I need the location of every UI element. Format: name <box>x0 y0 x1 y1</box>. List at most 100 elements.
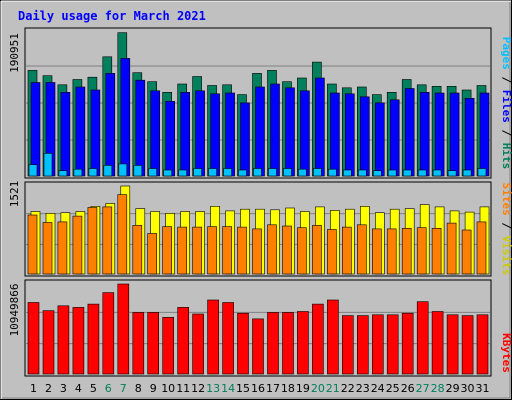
x-label-day-2: 2 <box>45 382 52 395</box>
x-label-day-25: 25 <box>386 382 400 395</box>
x-label-day-9: 9 <box>150 382 157 395</box>
bar-sites-day-11 <box>177 226 187 275</box>
bar-kbytes-day-3 <box>57 305 70 375</box>
bar-kbytes-day-6 <box>102 292 115 375</box>
bar-pages-day-12 <box>193 168 202 177</box>
bar-kbytes-day-19 <box>297 311 309 375</box>
bar-kbytes-day-18 <box>282 312 294 375</box>
bar-sites-day-3 <box>57 221 68 275</box>
x-label-day-7: 7 <box>120 382 127 395</box>
bar-pages-day-11 <box>178 169 187 177</box>
bar-files-day-18 <box>285 87 295 177</box>
bar-kbytes-day-10 <box>162 316 174 375</box>
bar-files-day-1 <box>30 82 41 177</box>
x-label-day-28: 28 <box>431 382 445 395</box>
bar-files-day-19 <box>300 90 310 177</box>
bar-kbytes-day-16 <box>252 318 264 375</box>
bar-kbytes-day-5 <box>87 303 100 375</box>
bar-kbytes-day-31 <box>476 314 489 375</box>
legend-kbytes: KBytes <box>500 333 512 373</box>
bar-pages-day-2 <box>43 153 53 177</box>
bar-sites-day-22 <box>341 226 352 275</box>
x-label-day-15: 15 <box>236 382 250 395</box>
bar-files-day-27 <box>419 92 430 177</box>
x-label-day-8: 8 <box>135 382 142 395</box>
x-label-day-5: 5 <box>90 382 97 395</box>
bar-kbytes-day-1 <box>27 302 40 375</box>
legend-pages: Pages <box>500 37 512 70</box>
bar-sites-day-28 <box>431 228 442 275</box>
bar-kbytes-day-2 <box>42 310 55 375</box>
ymax-label-hits: 190951 <box>8 33 21 73</box>
bar-sites-day-4 <box>72 215 83 275</box>
x-label-day-22: 22 <box>341 382 355 395</box>
bar-sites-day-16 <box>252 228 262 275</box>
bar-pages-day-1 <box>28 164 38 177</box>
bar-sites-day-27 <box>416 227 427 275</box>
x-label-day-31: 31 <box>476 382 490 395</box>
bar-pages-day-18 <box>283 168 292 177</box>
bar-files-day-8 <box>135 79 146 177</box>
bar-kbytes-day-15 <box>237 312 249 375</box>
bar-kbytes-day-23 <box>356 315 369 375</box>
bar-pages-day-8 <box>133 165 143 177</box>
bar-kbytes-day-22 <box>341 315 354 375</box>
x-label-day-21: 21 <box>326 382 340 395</box>
bar-pages-day-19 <box>298 168 307 177</box>
x-label-day-11: 11 <box>176 382 190 395</box>
bar-files-day-10 <box>165 101 175 177</box>
bar-files-day-30 <box>464 98 475 177</box>
bar-sites-day-7 <box>117 194 128 275</box>
ymax-label-visits: 1521 <box>8 181 21 208</box>
bar-pages-day-15 <box>238 169 247 177</box>
x-label-day-4: 4 <box>75 382 82 395</box>
bar-kbytes-day-11 <box>177 307 189 375</box>
bar-sites-day-5 <box>87 207 98 275</box>
bar-pages-day-3 <box>58 170 68 177</box>
bar-files-day-26 <box>404 88 415 177</box>
bar-files-day-20 <box>315 77 325 177</box>
svg-text:Pages / Files / Hits: Pages / Files / Hits <box>500 37 512 170</box>
bar-sites-day-15 <box>237 226 247 275</box>
x-label-day-24: 24 <box>371 382 385 395</box>
bar-kbytes-day-12 <box>192 313 204 375</box>
bar-kbytes-day-28 <box>431 311 444 375</box>
bar-files-day-3 <box>60 92 71 177</box>
bar-files-day-29 <box>449 92 460 177</box>
x-label-day-6: 6 <box>105 382 112 395</box>
bar-pages-day-6 <box>103 165 113 177</box>
bar-sites-day-18 <box>282 225 292 275</box>
bar-pages-day-23 <box>357 169 367 177</box>
bar-kbytes-day-21 <box>327 299 339 375</box>
bar-files-day-9 <box>150 90 160 177</box>
x-label-day-14: 14 <box>221 382 235 395</box>
bar-sites-day-10 <box>162 226 172 275</box>
bar-files-day-17 <box>270 83 280 177</box>
legend-visits: Visits <box>500 236 512 276</box>
bar-kbytes-day-13 <box>207 299 219 375</box>
bar-sites-day-30 <box>461 229 472 275</box>
x-label-day-20: 20 <box>311 382 325 395</box>
bar-sites-day-6 <box>102 206 113 275</box>
bar-files-day-5 <box>90 89 101 177</box>
bar-sites-day-12 <box>192 226 202 275</box>
bar-sites-day-25 <box>386 228 397 275</box>
bar-pages-day-7 <box>118 163 128 177</box>
x-label-day-23: 23 <box>356 382 370 395</box>
bar-sites-day-20 <box>312 225 322 275</box>
bar-pages-day-17 <box>268 168 277 177</box>
bar-kbytes-day-14 <box>222 302 234 375</box>
legend-files: Files <box>500 90 512 123</box>
bar-sites-day-19 <box>297 227 307 275</box>
x-label-day-27: 27 <box>416 382 430 395</box>
x-label-day-17: 17 <box>266 382 280 395</box>
bar-pages-day-24 <box>372 170 382 177</box>
x-label-day-16: 16 <box>251 382 265 395</box>
bar-pages-day-21 <box>328 168 337 177</box>
bar-pages-day-16 <box>253 168 262 177</box>
bar-pages-day-27 <box>417 169 427 177</box>
bar-files-day-6 <box>105 73 116 177</box>
bar-pages-day-28 <box>432 169 442 177</box>
legend-kbytes-panel: KBytes <box>500 333 512 373</box>
